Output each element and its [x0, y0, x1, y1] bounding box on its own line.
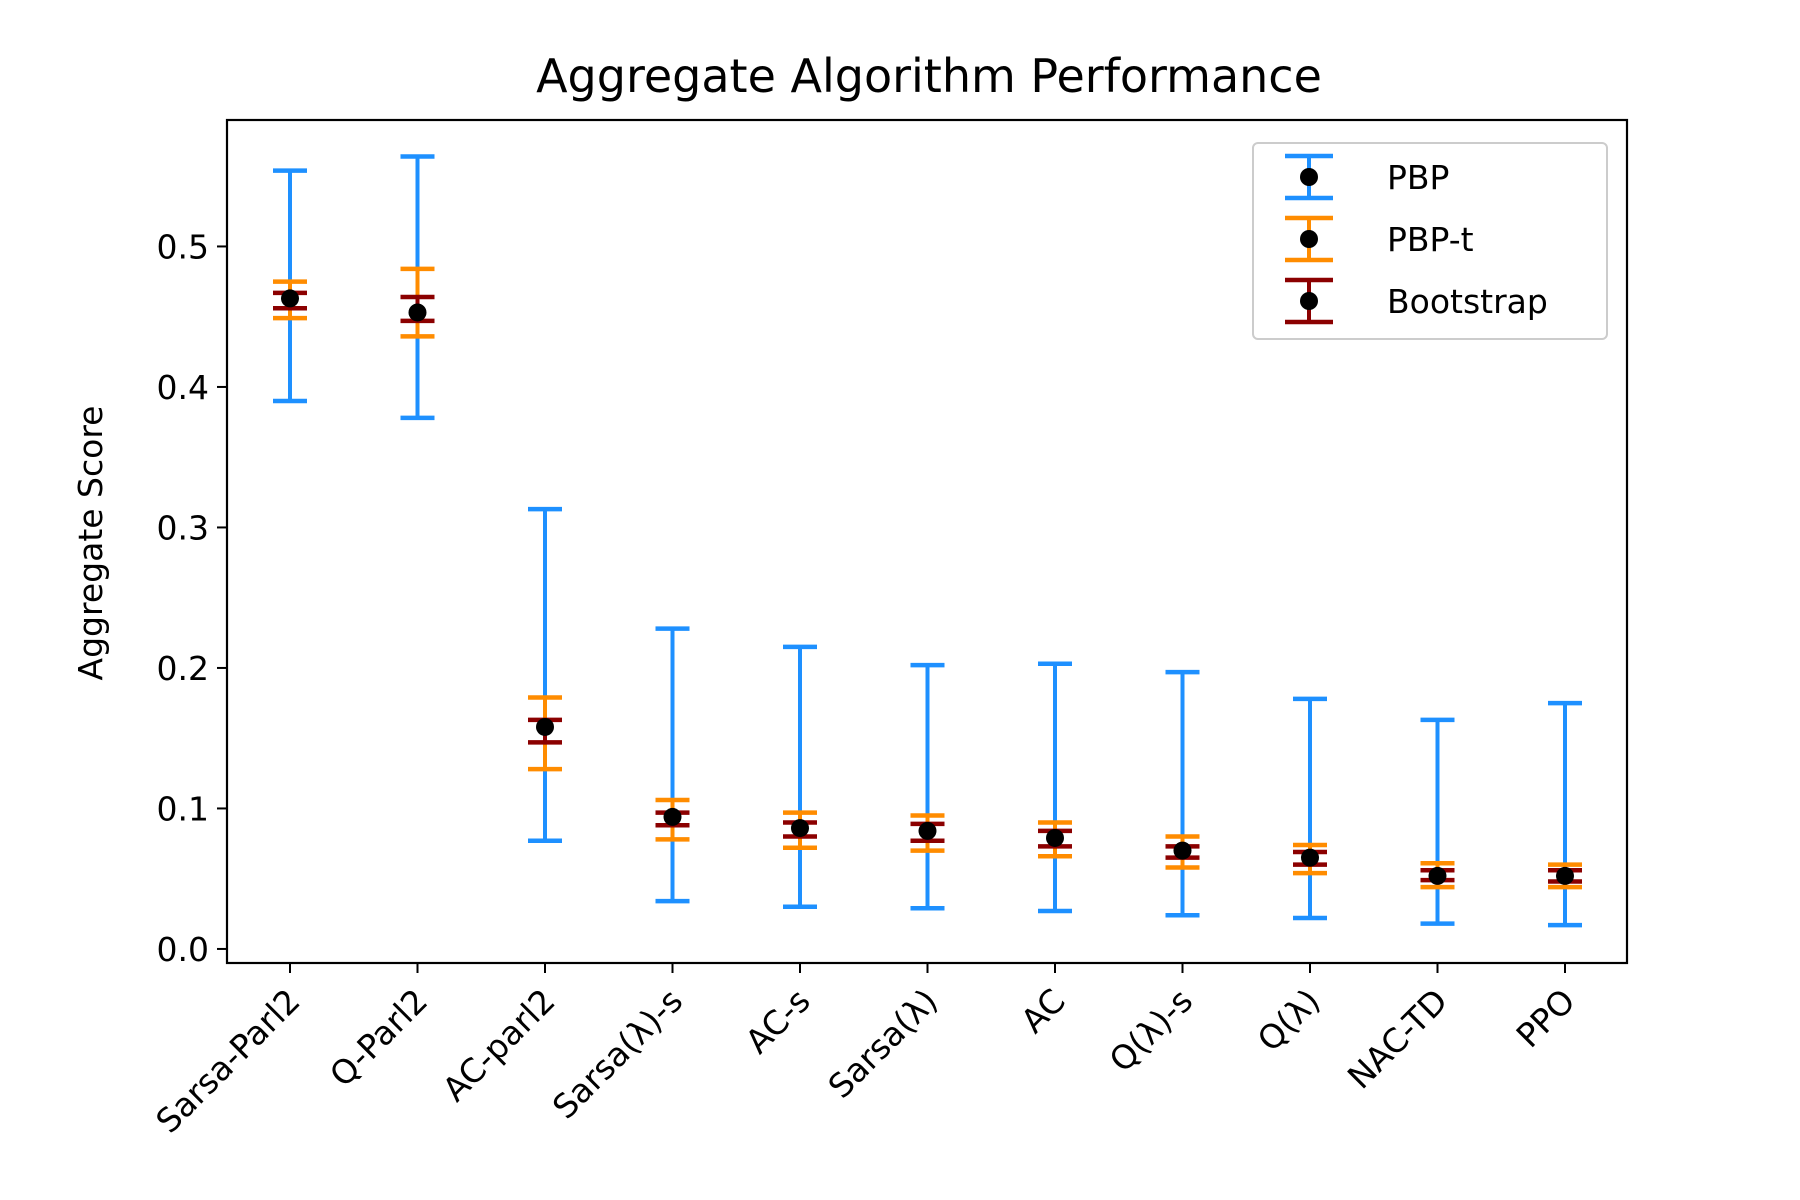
errorbar-pbp	[1548, 700, 1582, 928]
x-tick-label: NAC-TD	[1340, 981, 1455, 1096]
legend-label: PBP-t	[1387, 220, 1474, 259]
mean-marker	[791, 819, 809, 838]
errorbar-pbp	[528, 506, 562, 844]
legend-swatch-marker	[1300, 292, 1318, 310]
errorbar-pbp	[783, 644, 817, 910]
legend-box	[1252, 142, 1608, 340]
legend-entry: PBP-t	[1285, 215, 1474, 263]
x-tick-label: PPO	[1509, 981, 1583, 1055]
mean-marker	[408, 303, 427, 322]
legend-label: Bootstrap	[1387, 282, 1548, 321]
legend-swatch-marker	[1300, 168, 1318, 186]
y-tick-label: 0.4	[157, 368, 209, 407]
legend-label: PBP	[1387, 158, 1449, 197]
errorbar-pbp	[1038, 661, 1072, 914]
y-tick-label: 0.1	[157, 789, 209, 828]
x-tick-label: Sarsa(λ)	[820, 981, 945, 1106]
y-tick-label: 0.3	[157, 508, 209, 547]
mean-marker	[281, 289, 299, 308]
legend: PBP PBP-t Bootstrap	[1252, 142, 1608, 340]
x-tick-label: Q(λ)	[1250, 981, 1328, 1059]
errorbar-pbp	[655, 626, 690, 904]
chart-title: Aggregate Algorithm Performance	[536, 49, 1322, 103]
mean-marker	[918, 821, 937, 840]
x-tick-label: Sarsa-Parl2	[148, 981, 307, 1140]
errorbar-pbp	[1293, 696, 1327, 921]
errorbar-pbp	[1420, 717, 1455, 926]
y-tick-label: 0.2	[157, 649, 209, 688]
x-tick-label: AC	[1013, 981, 1072, 1040]
y-axis-label: Aggregate Score	[71, 406, 110, 681]
mean-marker	[536, 717, 554, 736]
errorbar-pbp	[1165, 669, 1200, 918]
x-tick-label: Q(λ)-s	[1102, 981, 1201, 1080]
mean-marker	[1428, 866, 1447, 885]
x-tick-label: Q-Parl2	[322, 981, 435, 1094]
legend-entry: PBP	[1285, 153, 1449, 201]
mean-marker	[1173, 841, 1192, 860]
legend-entry: Bootstrap	[1285, 277, 1548, 325]
mean-marker	[663, 807, 682, 826]
errorbar-pbp	[910, 662, 945, 911]
mean-marker	[1046, 828, 1064, 847]
y-tick-label: 0.5	[157, 227, 209, 266]
x-tick-label: AC-s	[738, 981, 818, 1061]
mean-marker	[1556, 866, 1574, 885]
x-tick-label: Sarsa(λ)-s	[545, 981, 690, 1126]
legend-swatch-marker	[1300, 230, 1318, 248]
y-tick-label: 0.0	[157, 930, 209, 969]
mean-marker	[1301, 848, 1319, 867]
x-tick-label: AC-parl2	[435, 981, 563, 1109]
